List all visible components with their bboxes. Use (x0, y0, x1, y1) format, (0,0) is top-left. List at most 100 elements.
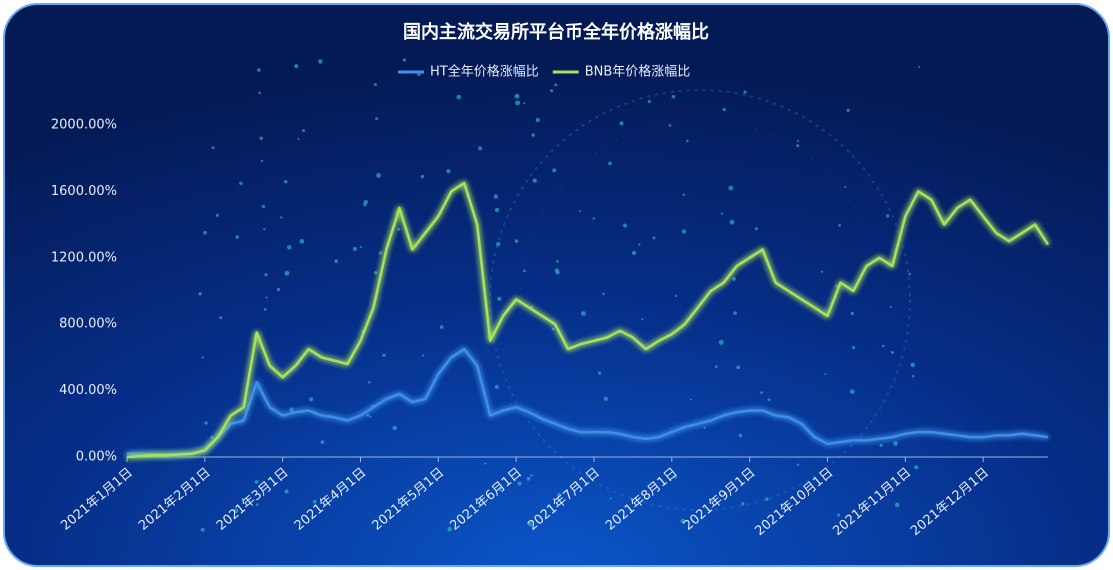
decor-dot (652, 236, 656, 240)
decor-dot (638, 243, 641, 246)
decor-dot (302, 129, 306, 133)
decor-dot (402, 58, 407, 62)
decor-dot (289, 407, 294, 412)
decor-dot (484, 462, 487, 465)
decor-dot (255, 503, 259, 506)
decor-dot (889, 305, 892, 308)
decor-dot (210, 435, 214, 440)
decor-dot (203, 230, 207, 235)
decor-dot (375, 117, 379, 121)
legend: HT全年价格涨幅比 BNB年价格涨幅比 (398, 64, 690, 80)
decor-dot (555, 270, 560, 275)
decor-dot (334, 259, 339, 264)
decor-dot (219, 316, 223, 320)
decor-dot (754, 227, 758, 231)
decor-dot (718, 339, 724, 345)
decor-dot (894, 502, 900, 508)
decor-dot (917, 65, 921, 68)
decor-dot (204, 421, 208, 425)
decor-dot (879, 443, 883, 447)
decor-dot (890, 350, 894, 354)
decor-dot (680, 518, 686, 524)
decor-dot (320, 440, 325, 444)
decor-dot (284, 270, 290, 276)
decor-dot (211, 146, 215, 150)
decor-dot (494, 207, 500, 213)
y-tick-label: 0.00% (76, 450, 117, 465)
decor-dot (514, 93, 520, 99)
decor-dot (456, 94, 462, 100)
decor-dot (714, 365, 718, 369)
decor-dot (851, 346, 856, 350)
decor-dot (517, 481, 522, 486)
decor-dot (796, 144, 800, 148)
decor-dot (689, 398, 692, 401)
series-line (126, 181, 1050, 459)
decor-dot (647, 99, 651, 104)
decor-dot (286, 245, 292, 250)
y-tick-label: 2000.00% (51, 118, 117, 133)
decor-dot (239, 181, 243, 185)
decor-dot (850, 311, 854, 316)
decor-dot (318, 59, 323, 64)
decor-dot (765, 497, 769, 501)
decor-dot (263, 308, 267, 311)
decor-dot (738, 433, 743, 438)
decor-dot (297, 137, 300, 141)
decor-dot (397, 227, 401, 231)
decor-dot (436, 72, 440, 75)
legend-label: BNB年价格涨幅比 (585, 64, 691, 80)
decor-dot (200, 527, 205, 532)
decor-dot (910, 362, 916, 368)
decor-dot (527, 521, 533, 527)
decor-dot (373, 82, 378, 86)
decor-dot (671, 95, 676, 99)
decor-dot (378, 251, 383, 255)
decor-dot (729, 219, 735, 225)
decor-dot (597, 371, 602, 375)
decor-dot (284, 489, 289, 494)
decor-dot (376, 173, 382, 178)
decor-dot (703, 426, 706, 429)
decor-dot (722, 107, 726, 112)
decor-dot (552, 168, 557, 173)
y-tick-label: 1200.00% (51, 250, 117, 265)
y-tick-label: 400.00% (59, 383, 117, 398)
decor-dot (631, 250, 637, 255)
decor-dot (743, 90, 747, 94)
decor-dot (498, 487, 503, 492)
decor-dot (265, 296, 268, 299)
decor-dot (496, 241, 501, 247)
decor-dot (299, 238, 305, 244)
decor-dot (556, 259, 559, 263)
decor-dot (728, 185, 734, 191)
legend-label: HT全年价格涨幅比 (430, 64, 539, 80)
decor-dot (720, 212, 723, 215)
decor-dot (682, 193, 686, 197)
decor-dot (592, 217, 596, 220)
decor-dot (420, 174, 425, 179)
decor-dot (641, 318, 644, 321)
decor-dot (259, 136, 263, 141)
decor-dot (198, 292, 202, 296)
decor-dot (796, 463, 800, 466)
decor-dot (609, 497, 612, 500)
decor-dot (493, 194, 498, 199)
decor-dot (447, 526, 452, 532)
decor-dot (820, 270, 824, 273)
decor-dot (382, 353, 386, 357)
decor-dot (494, 384, 499, 389)
decor-dot (531, 133, 535, 137)
decor-dot (497, 296, 502, 301)
decor-dot (284, 179, 288, 184)
decor-dot (674, 476, 677, 479)
decor-dot (602, 292, 605, 296)
decor-dot (733, 311, 737, 315)
decor-dot (686, 139, 689, 143)
decor-dot (732, 277, 736, 281)
decor-dot (578, 210, 581, 213)
decor-dot (681, 229, 686, 234)
decor-dot (835, 284, 838, 288)
decor-dot (515, 100, 521, 106)
